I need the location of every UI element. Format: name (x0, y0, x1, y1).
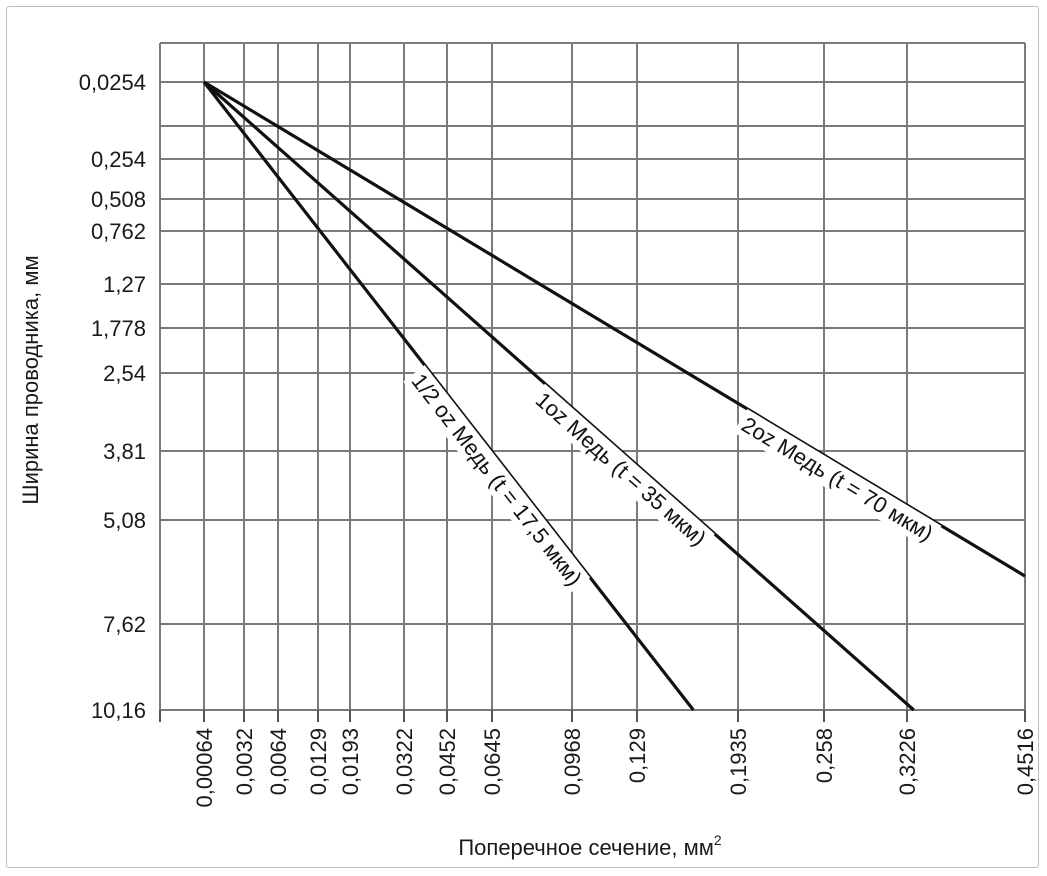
series-labels: 1/2 oz Медь (t = 17,5 мкм)1oz Медь (t = … (403, 365, 942, 595)
series-label-background (403, 365, 591, 595)
x-tick-label: 0,0193 (338, 728, 363, 795)
y-tick-label: 10,16 (91, 698, 146, 723)
x-axis-title-sup: 2 (714, 832, 722, 848)
x-tick-label: 0,0322 (392, 728, 417, 795)
series-line-3 (203, 80, 1026, 578)
series-line-2 (202, 80, 915, 712)
series-label-group: 2oz Медь (t = 70 мкм) (733, 408, 942, 549)
x-tick-label: 0,0645 (480, 728, 505, 795)
series-label-2: 1oz Медь (t = 35 мкм) (531, 387, 711, 551)
x-tick-label: 0,0032 (232, 728, 257, 795)
series-layer (202, 80, 1026, 712)
y-axis-title: Ширина проводника, мм (18, 255, 43, 504)
tick-labels: 0,0254 0,254 0,508 0,762 1,27 1,778 2,54 3,81 5,… (79, 70, 1038, 808)
x-tick-label: 0,258 (812, 728, 837, 783)
series-label-background (733, 408, 942, 549)
grid (159, 42, 1026, 722)
y-tick-label: 0,254 (91, 147, 146, 172)
x-tick-label: 0,0064 (266, 728, 291, 795)
y-tick-label: 0,508 (91, 187, 146, 212)
x-tick-label: 0,0968 (560, 728, 585, 795)
x-axis-title: Поперечное сечение, мм2 (458, 832, 721, 860)
x-tick-label: 0,1935 (726, 728, 751, 795)
y-tick-label: 0,762 (91, 219, 146, 244)
x-tick-label: 0,00064 (192, 728, 217, 808)
series-label-group: 1oz Медь (t = 35 мкм) (527, 383, 715, 555)
y-tick-label: 2,54 (103, 361, 146, 386)
x-tick-label: 0,4516 (1013, 728, 1038, 795)
y-tick-label: 1,27 (103, 272, 146, 297)
series-label-background (527, 383, 715, 555)
y-tick-label: 0,0254 (79, 70, 146, 95)
x-tick-label: 0,3226 (895, 728, 920, 795)
x-tick-label: 0,0129 (306, 728, 331, 795)
x-tick-label: 0,0452 (435, 728, 460, 795)
y-tick-label: 5,08 (103, 508, 146, 533)
x-tick-label: 0,129 (625, 728, 650, 783)
y-tick-label: 1,778 (91, 316, 146, 341)
y-tick-label: 7,62 (103, 612, 146, 637)
y-tick-label: 3,81 (103, 439, 146, 464)
x-axis-title-text: Поперечное сечение, мм (458, 835, 713, 860)
chart-frame (6, 6, 1039, 868)
